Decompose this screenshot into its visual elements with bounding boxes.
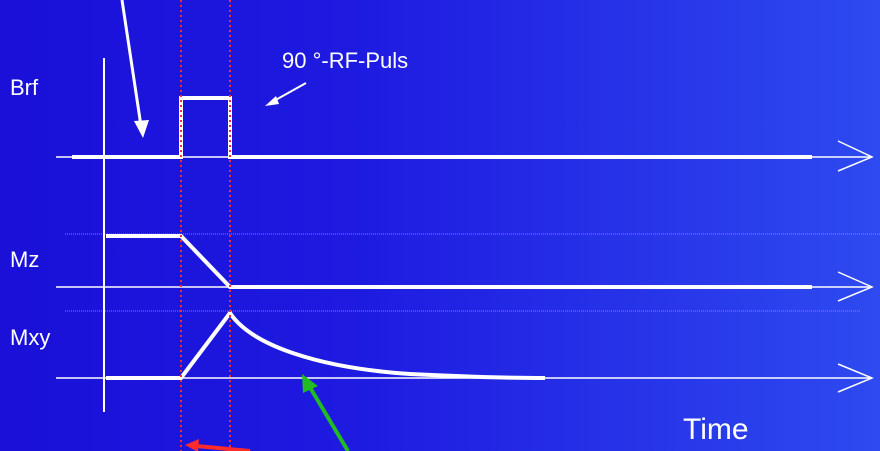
decay-pointer-arrowhead xyxy=(302,374,318,393)
duration-pointer-arrow xyxy=(195,444,251,451)
mxy-signal-trace xyxy=(106,309,546,380)
brf-signal-trace xyxy=(72,96,812,159)
mxy-axis-arrowhead xyxy=(837,363,874,393)
baseline-pointer-arrowhead xyxy=(134,120,149,138)
baseline-pointer-arrow xyxy=(120,0,143,127)
time-axis-label: Time xyxy=(683,413,749,446)
rf-pulse-pointer-arrowhead xyxy=(265,96,279,106)
mz-signal-trace xyxy=(106,234,812,289)
mz-label: Mz xyxy=(10,247,40,272)
duration-pointer-arrowhead xyxy=(185,439,199,451)
rf-pulse-pointer-arrow xyxy=(271,82,307,103)
decay-pointer-arrow xyxy=(306,382,350,451)
brf-label: Brf xyxy=(10,75,39,100)
mxy-label: Mxy xyxy=(10,325,51,350)
rf-pulse-label: 90 °-RF-Puls xyxy=(282,48,409,73)
mz-axis-arrowhead xyxy=(837,271,874,302)
brf-axis-arrowhead xyxy=(837,140,874,172)
